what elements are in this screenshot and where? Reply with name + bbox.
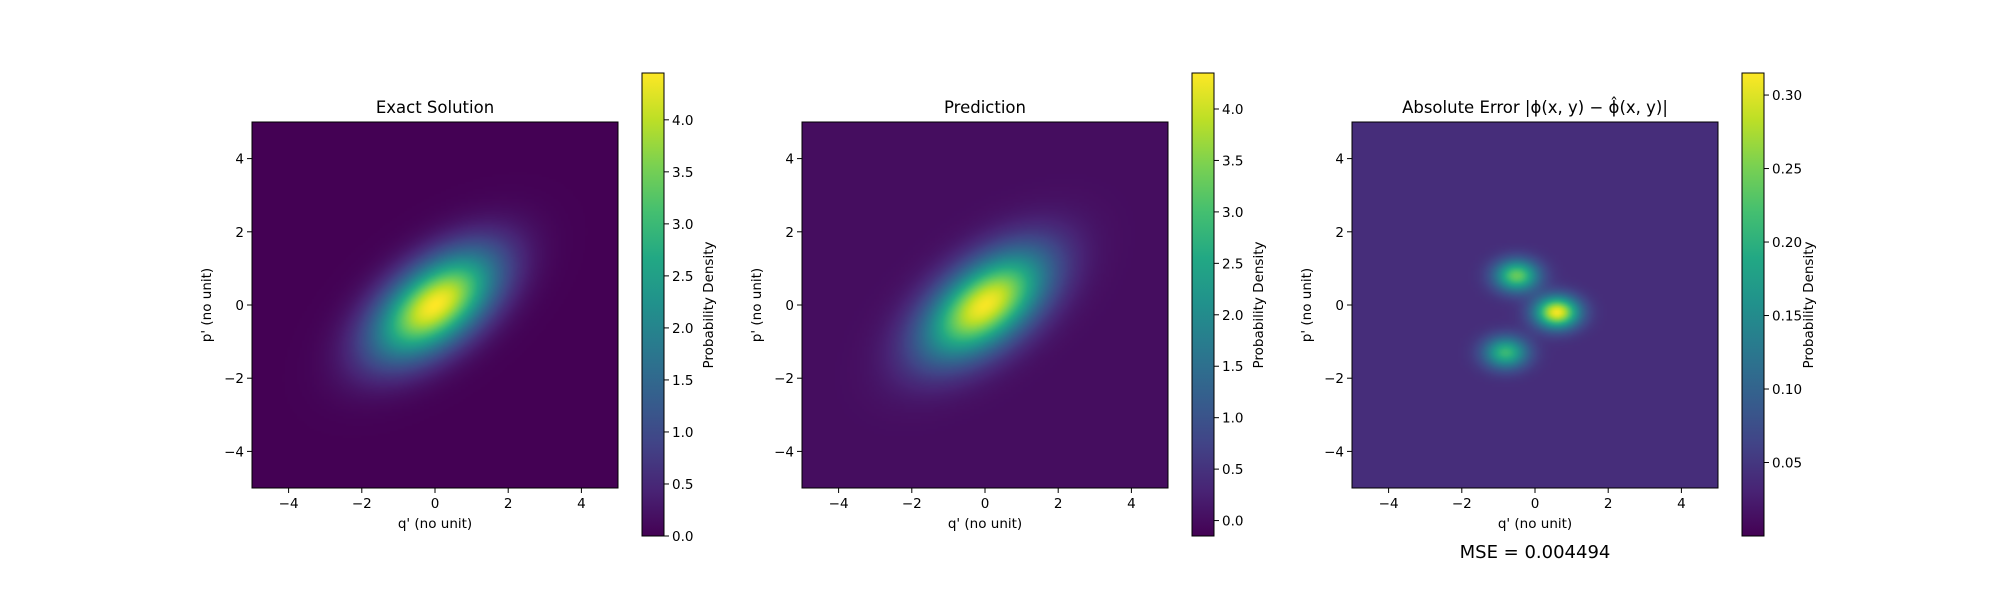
y-tick-label: −4	[774, 444, 794, 460]
x-axis-label: q' (no unit)	[1498, 516, 1572, 532]
colorbar-tick-label: 3.0	[672, 217, 693, 233]
colorbar-tick-label: 1.0	[672, 425, 693, 441]
x-tick-label: −2	[352, 496, 372, 512]
y-ticks: −4 −2 0 2 4	[774, 152, 802, 460]
y-tick-label: 2	[785, 225, 794, 241]
colorbar-tick-label: 3.0	[1222, 205, 1243, 221]
colorbar-tick-label: 0.10	[1772, 382, 1802, 398]
colorbar-tick-label: 0.0	[1222, 514, 1243, 530]
x-tick-label: −2	[1452, 496, 1472, 512]
x-tick-label: 4	[577, 496, 586, 512]
colorbar-tick-label: 2.0	[672, 321, 693, 337]
x-tick-label: 2	[1054, 496, 1063, 512]
x-tick-label: 0	[1531, 496, 1540, 512]
colorbar-ticks: 0.0 0.5 1.0 1.5 2.0 2.5 3.0 3.5 4.0	[664, 113, 693, 545]
colorbar	[1741, 72, 1765, 537]
x-tick-label: 0	[981, 496, 990, 512]
colorbar-tick-label: 1.0	[1222, 411, 1243, 427]
y-tick-label: −2	[224, 371, 244, 387]
x-ticks: −4 −2 0 2 4	[829, 488, 1136, 512]
y-tick-label: 2	[1335, 225, 1344, 241]
y-tick-label: −2	[1324, 371, 1344, 387]
x-tick-label: 2	[1604, 496, 1613, 512]
colorbar	[1191, 72, 1215, 537]
y-axis-label: p' (no unit)	[1299, 268, 1315, 342]
x-tick-label: 4	[1127, 496, 1136, 512]
colorbar-label: Probability Density	[1251, 242, 1267, 369]
colorbar-tick-label: 1.5	[672, 373, 693, 389]
panel-title: Prediction	[944, 98, 1026, 117]
colorbar-tick-label: 0.5	[1222, 462, 1243, 478]
colorbar-label: Probability Density	[1801, 242, 1817, 369]
heatmap-image	[1352, 122, 1718, 488]
x-tick-label: 2	[504, 496, 513, 512]
y-tick-label: 4	[785, 152, 794, 168]
x-tick-label: −4	[829, 496, 849, 512]
colorbar-tick-label: 2.0	[1222, 308, 1243, 324]
y-axis-label: p' (no unit)	[749, 268, 765, 342]
heatmap-image	[802, 122, 1168, 488]
panel-exact-solution: Exact Solution −4 −2 0 2 4 −4 −2 0 2 4 q' (no un…	[199, 72, 717, 545]
y-ticks: −4 −2 0 2 4	[1324, 152, 1352, 460]
x-tick-label: −2	[902, 496, 922, 512]
colorbar-tick-label: 0.0	[672, 529, 693, 545]
y-tick-label: −4	[224, 444, 244, 460]
y-tick-label: −4	[1324, 444, 1344, 460]
y-tick-label: 4	[235, 152, 244, 168]
colorbar-tick-label: 2.5	[672, 269, 693, 285]
colorbar-tick-label: 3.5	[672, 165, 693, 181]
x-ticks: −4 −2 0 2 4	[1379, 488, 1686, 512]
y-tick-label: 2	[235, 225, 244, 241]
y-tick-label: 4	[1335, 152, 1344, 168]
heatmap-image	[252, 122, 618, 488]
colorbar-ticks: 0.05 0.10 0.15 0.20 0.25 0.30	[1764, 88, 1802, 472]
colorbar-tick-label: 2.5	[1222, 256, 1243, 272]
colorbar-tick-label: 0.25	[1772, 162, 1802, 178]
colorbar-tick-label: 0.05	[1772, 456, 1802, 472]
colorbar-tick-label: 0.20	[1772, 235, 1802, 251]
colorbar-tick-label: 0.5	[672, 477, 693, 493]
panel-absolute-error: Absolute Error |ϕ(x, y) − ϕ̂(x, y)| −4 −2…	[1299, 72, 1817, 563]
x-axis-label: q' (no unit)	[948, 516, 1022, 532]
y-ticks: −4 −2 0 2 4	[224, 152, 252, 460]
y-tick-label: 0	[785, 298, 794, 314]
colorbar-tick-label: 1.5	[1222, 359, 1243, 375]
colorbar-label: Probability Density	[701, 242, 717, 369]
x-tick-label: −4	[279, 496, 299, 512]
mse-annotation: MSE = 0.004494	[1460, 542, 1611, 563]
colorbar-ticks: 0.0 0.5 1.0 1.5 2.0 2.5 3.0 3.5 4.0	[1214, 102, 1243, 530]
colorbar	[641, 72, 665, 537]
colorbar-tick-label: 3.5	[1222, 153, 1243, 169]
x-tick-label: −4	[1379, 496, 1399, 512]
panel-title: Exact Solution	[376, 98, 494, 117]
x-tick-label: 0	[431, 496, 440, 512]
y-tick-label: −2	[774, 371, 794, 387]
y-tick-label: 0	[235, 298, 244, 314]
x-axis-label: q' (no unit)	[398, 516, 472, 532]
x-ticks: −4 −2 0 2 4	[279, 488, 586, 512]
y-tick-label: 0	[1335, 298, 1344, 314]
colorbar-tick-label: 4.0	[1222, 102, 1243, 118]
panel-title: Absolute Error |ϕ(x, y) − ϕ̂(x, y)|	[1402, 97, 1668, 117]
colorbar-tick-label: 0.15	[1772, 309, 1802, 325]
colorbar-tick-label: 4.0	[672, 113, 693, 129]
colorbar-tick-label: 0.30	[1772, 88, 1802, 104]
x-tick-label: 4	[1677, 496, 1686, 512]
y-axis-label: p' (no unit)	[199, 268, 215, 342]
